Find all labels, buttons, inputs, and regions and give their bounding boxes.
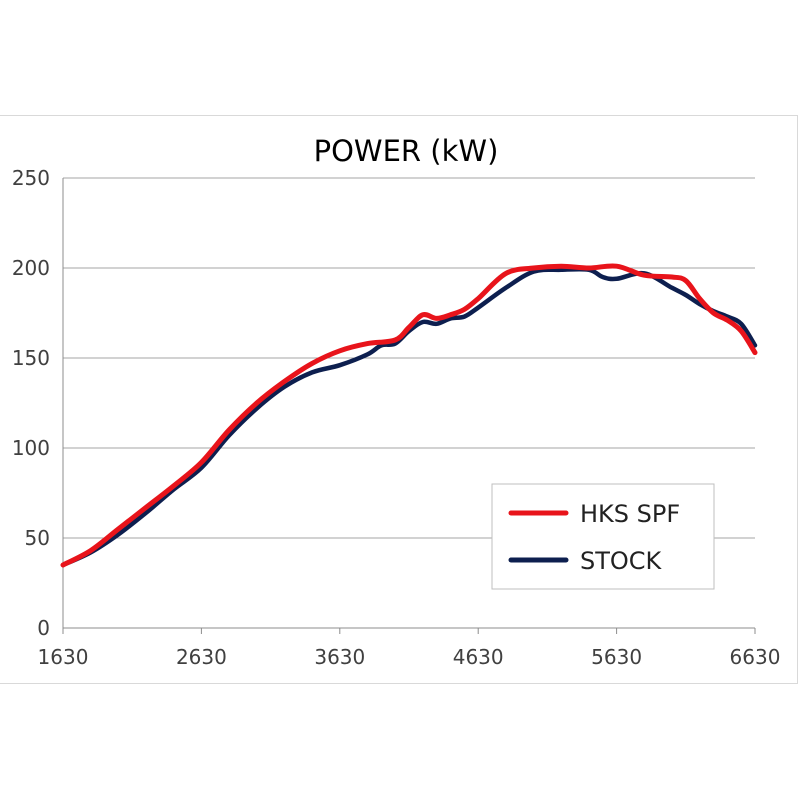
y-tick-label: 50 bbox=[25, 526, 50, 550]
legend-label: STOCK bbox=[580, 547, 663, 575]
grid bbox=[63, 177, 755, 629]
x-tick-label: 1630 bbox=[38, 645, 89, 669]
x-tick-label: 5630 bbox=[591, 645, 642, 669]
y-tick-label: 200 bbox=[12, 256, 50, 280]
x-tick-label: 2630 bbox=[176, 645, 227, 669]
series-line-stock bbox=[60, 266, 758, 568]
y-tick-label: 250 bbox=[12, 166, 50, 190]
series-lines bbox=[60, 263, 758, 568]
series-line-hks-spf bbox=[60, 263, 758, 568]
x-tick-label: 4630 bbox=[453, 645, 504, 669]
chart-title: POWER (kW) bbox=[314, 134, 499, 168]
axes: 0 50 100 150 200 250 1630 2630 3630 4630 5630 6630 bbox=[12, 166, 781, 669]
x-tick-label: 3630 bbox=[314, 645, 365, 669]
y-tick-label: 150 bbox=[12, 346, 50, 370]
legend: HKS SPF STOCK bbox=[491, 483, 715, 590]
y-tick-label: 100 bbox=[12, 436, 50, 460]
legend-box bbox=[491, 483, 715, 590]
legend-label: HKS SPF bbox=[580, 500, 680, 528]
chart-frame bbox=[0, 115, 798, 684]
y-tick-label: 0 bbox=[37, 616, 50, 640]
x-tick-label: 6630 bbox=[730, 645, 781, 669]
